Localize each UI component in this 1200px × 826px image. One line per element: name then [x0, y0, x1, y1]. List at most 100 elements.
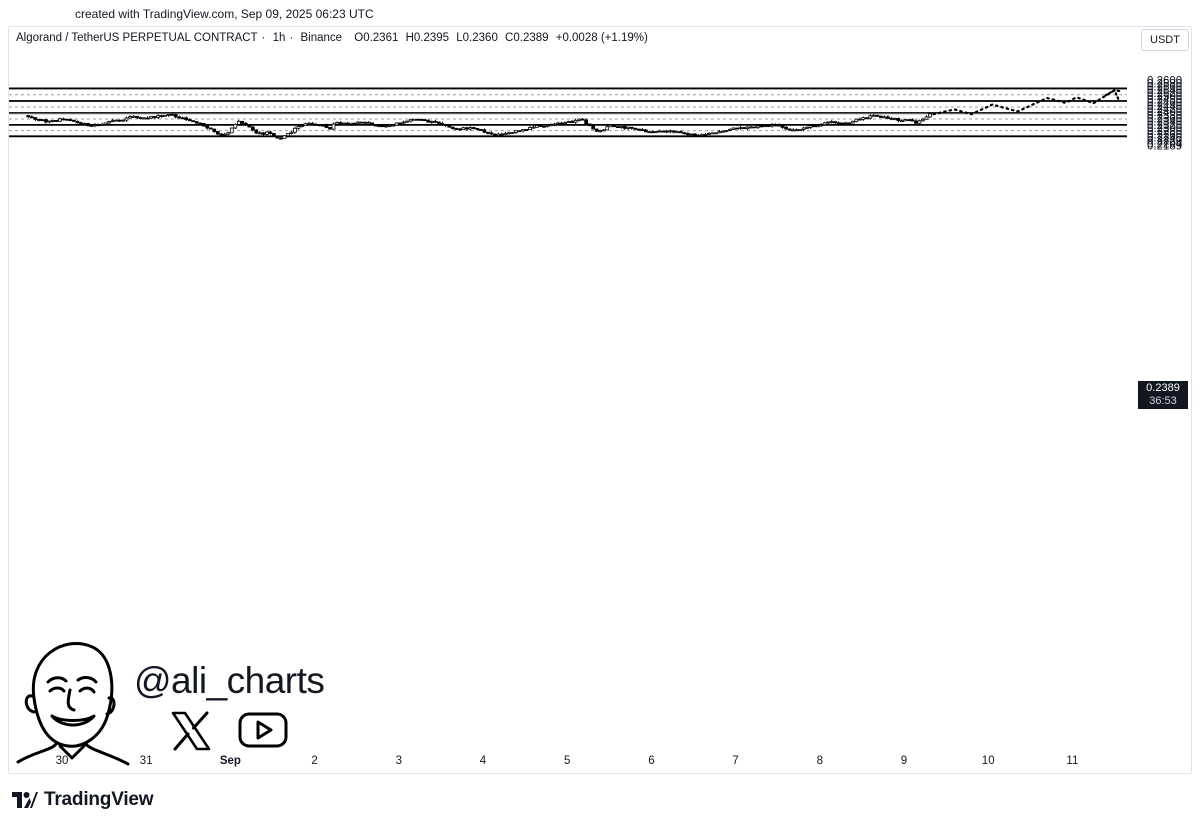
candle[interactable]: [784, 125, 788, 131]
candle[interactable]: [626, 126, 631, 130]
candle[interactable]: [896, 117, 901, 123]
candle[interactable]: [349, 122, 353, 126]
candle[interactable]: [366, 121, 371, 124]
candle[interactable]: [650, 130, 655, 134]
candle[interactable]: [763, 125, 767, 128]
candle[interactable]: [917, 119, 922, 124]
candle[interactable]: [707, 132, 711, 135]
candle[interactable]: [72, 119, 76, 123]
candle[interactable]: [791, 128, 796, 132]
candle[interactable]: [170, 112, 175, 116]
candle[interactable]: [370, 122, 375, 125]
candle[interactable]: [570, 119, 574, 124]
candle[interactable]: [454, 127, 459, 130]
candle[interactable]: [538, 125, 543, 128]
candle[interactable]: [580, 118, 585, 121]
candle[interactable]: [321, 124, 325, 127]
candle[interactable]: [198, 122, 203, 125]
candle[interactable]: [166, 113, 171, 117]
youtube-play-icon[interactable]: [238, 712, 288, 748]
candle[interactable]: [279, 136, 283, 140]
candle[interactable]: [310, 122, 315, 126]
candle[interactable]: [257, 131, 262, 135]
candle[interactable]: [482, 128, 487, 134]
candle[interactable]: [584, 118, 589, 125]
candle[interactable]: [177, 115, 182, 120]
candle[interactable]: [324, 123, 329, 129]
candle[interactable]: [542, 125, 546, 128]
candle[interactable]: [352, 122, 357, 125]
candle[interactable]: [240, 120, 245, 126]
candle[interactable]: [387, 125, 392, 128]
candle[interactable]: [605, 125, 610, 131]
candle[interactable]: [40, 119, 45, 122]
candle[interactable]: [479, 128, 483, 131]
candle[interactable]: [398, 122, 403, 125]
candle[interactable]: [33, 117, 38, 121]
candle[interactable]: [559, 121, 564, 125]
candle[interactable]: [75, 120, 80, 124]
candle[interactable]: [180, 116, 185, 120]
candle[interactable]: [882, 115, 887, 119]
candle[interactable]: [205, 125, 210, 130]
candle[interactable]: [29, 115, 34, 119]
candle[interactable]: [250, 125, 255, 132]
candle[interactable]: [384, 125, 389, 128]
candle[interactable]: [58, 117, 62, 123]
candle[interactable]: [265, 131, 269, 136]
candle[interactable]: [724, 129, 729, 133]
candle[interactable]: [464, 126, 469, 131]
candle[interactable]: [226, 131, 231, 136]
candle[interactable]: [110, 119, 115, 123]
candle[interactable]: [261, 132, 266, 136]
candle[interactable]: [735, 127, 739, 130]
candle[interactable]: [794, 128, 799, 132]
candle[interactable]: [921, 117, 925, 122]
candle[interactable]: [871, 113, 876, 117]
candle[interactable]: [89, 124, 94, 128]
candle[interactable]: [447, 124, 452, 128]
candle[interactable]: [710, 132, 715, 135]
candle[interactable]: [489, 131, 494, 135]
candle[interactable]: [272, 132, 276, 137]
candle[interactable]: [647, 130, 652, 134]
candle[interactable]: [721, 129, 725, 133]
candle[interactable]: [314, 122, 318, 126]
candle[interactable]: [696, 134, 701, 137]
candle[interactable]: [373, 123, 378, 127]
candle[interactable]: [450, 126, 455, 130]
candle[interactable]: [798, 129, 803, 132]
candle[interactable]: [468, 126, 473, 131]
candle[interactable]: [924, 115, 929, 120]
candle[interactable]: [640, 127, 645, 131]
candle[interactable]: [415, 118, 420, 121]
candle[interactable]: [664, 129, 669, 134]
candle[interactable]: [678, 130, 683, 134]
candle[interactable]: [300, 123, 304, 128]
candle[interactable]: [405, 120, 410, 123]
candle[interactable]: [749, 126, 753, 129]
candle[interactable]: [773, 123, 778, 127]
candle[interactable]: [461, 126, 466, 131]
candle[interactable]: [194, 121, 199, 124]
candle[interactable]: [342, 122, 346, 125]
candle[interactable]: [598, 129, 603, 133]
candle[interactable]: [187, 118, 192, 122]
candle[interactable]: [208, 127, 213, 130]
candle[interactable]: [457, 128, 462, 131]
candle[interactable]: [907, 119, 911, 122]
candle[interactable]: [822, 122, 827, 126]
candle[interactable]: [682, 131, 687, 135]
candle[interactable]: [573, 118, 578, 124]
candle[interactable]: [868, 114, 873, 120]
candle[interactable]: [219, 133, 224, 136]
candle[interactable]: [878, 115, 883, 119]
candle[interactable]: [443, 123, 448, 128]
candle[interactable]: [117, 119, 122, 122]
candle[interactable]: [401, 120, 406, 125]
candle[interactable]: [131, 115, 136, 119]
candle[interactable]: [850, 120, 855, 124]
candle[interactable]: [163, 114, 168, 117]
candle[interactable]: [808, 124, 813, 129]
